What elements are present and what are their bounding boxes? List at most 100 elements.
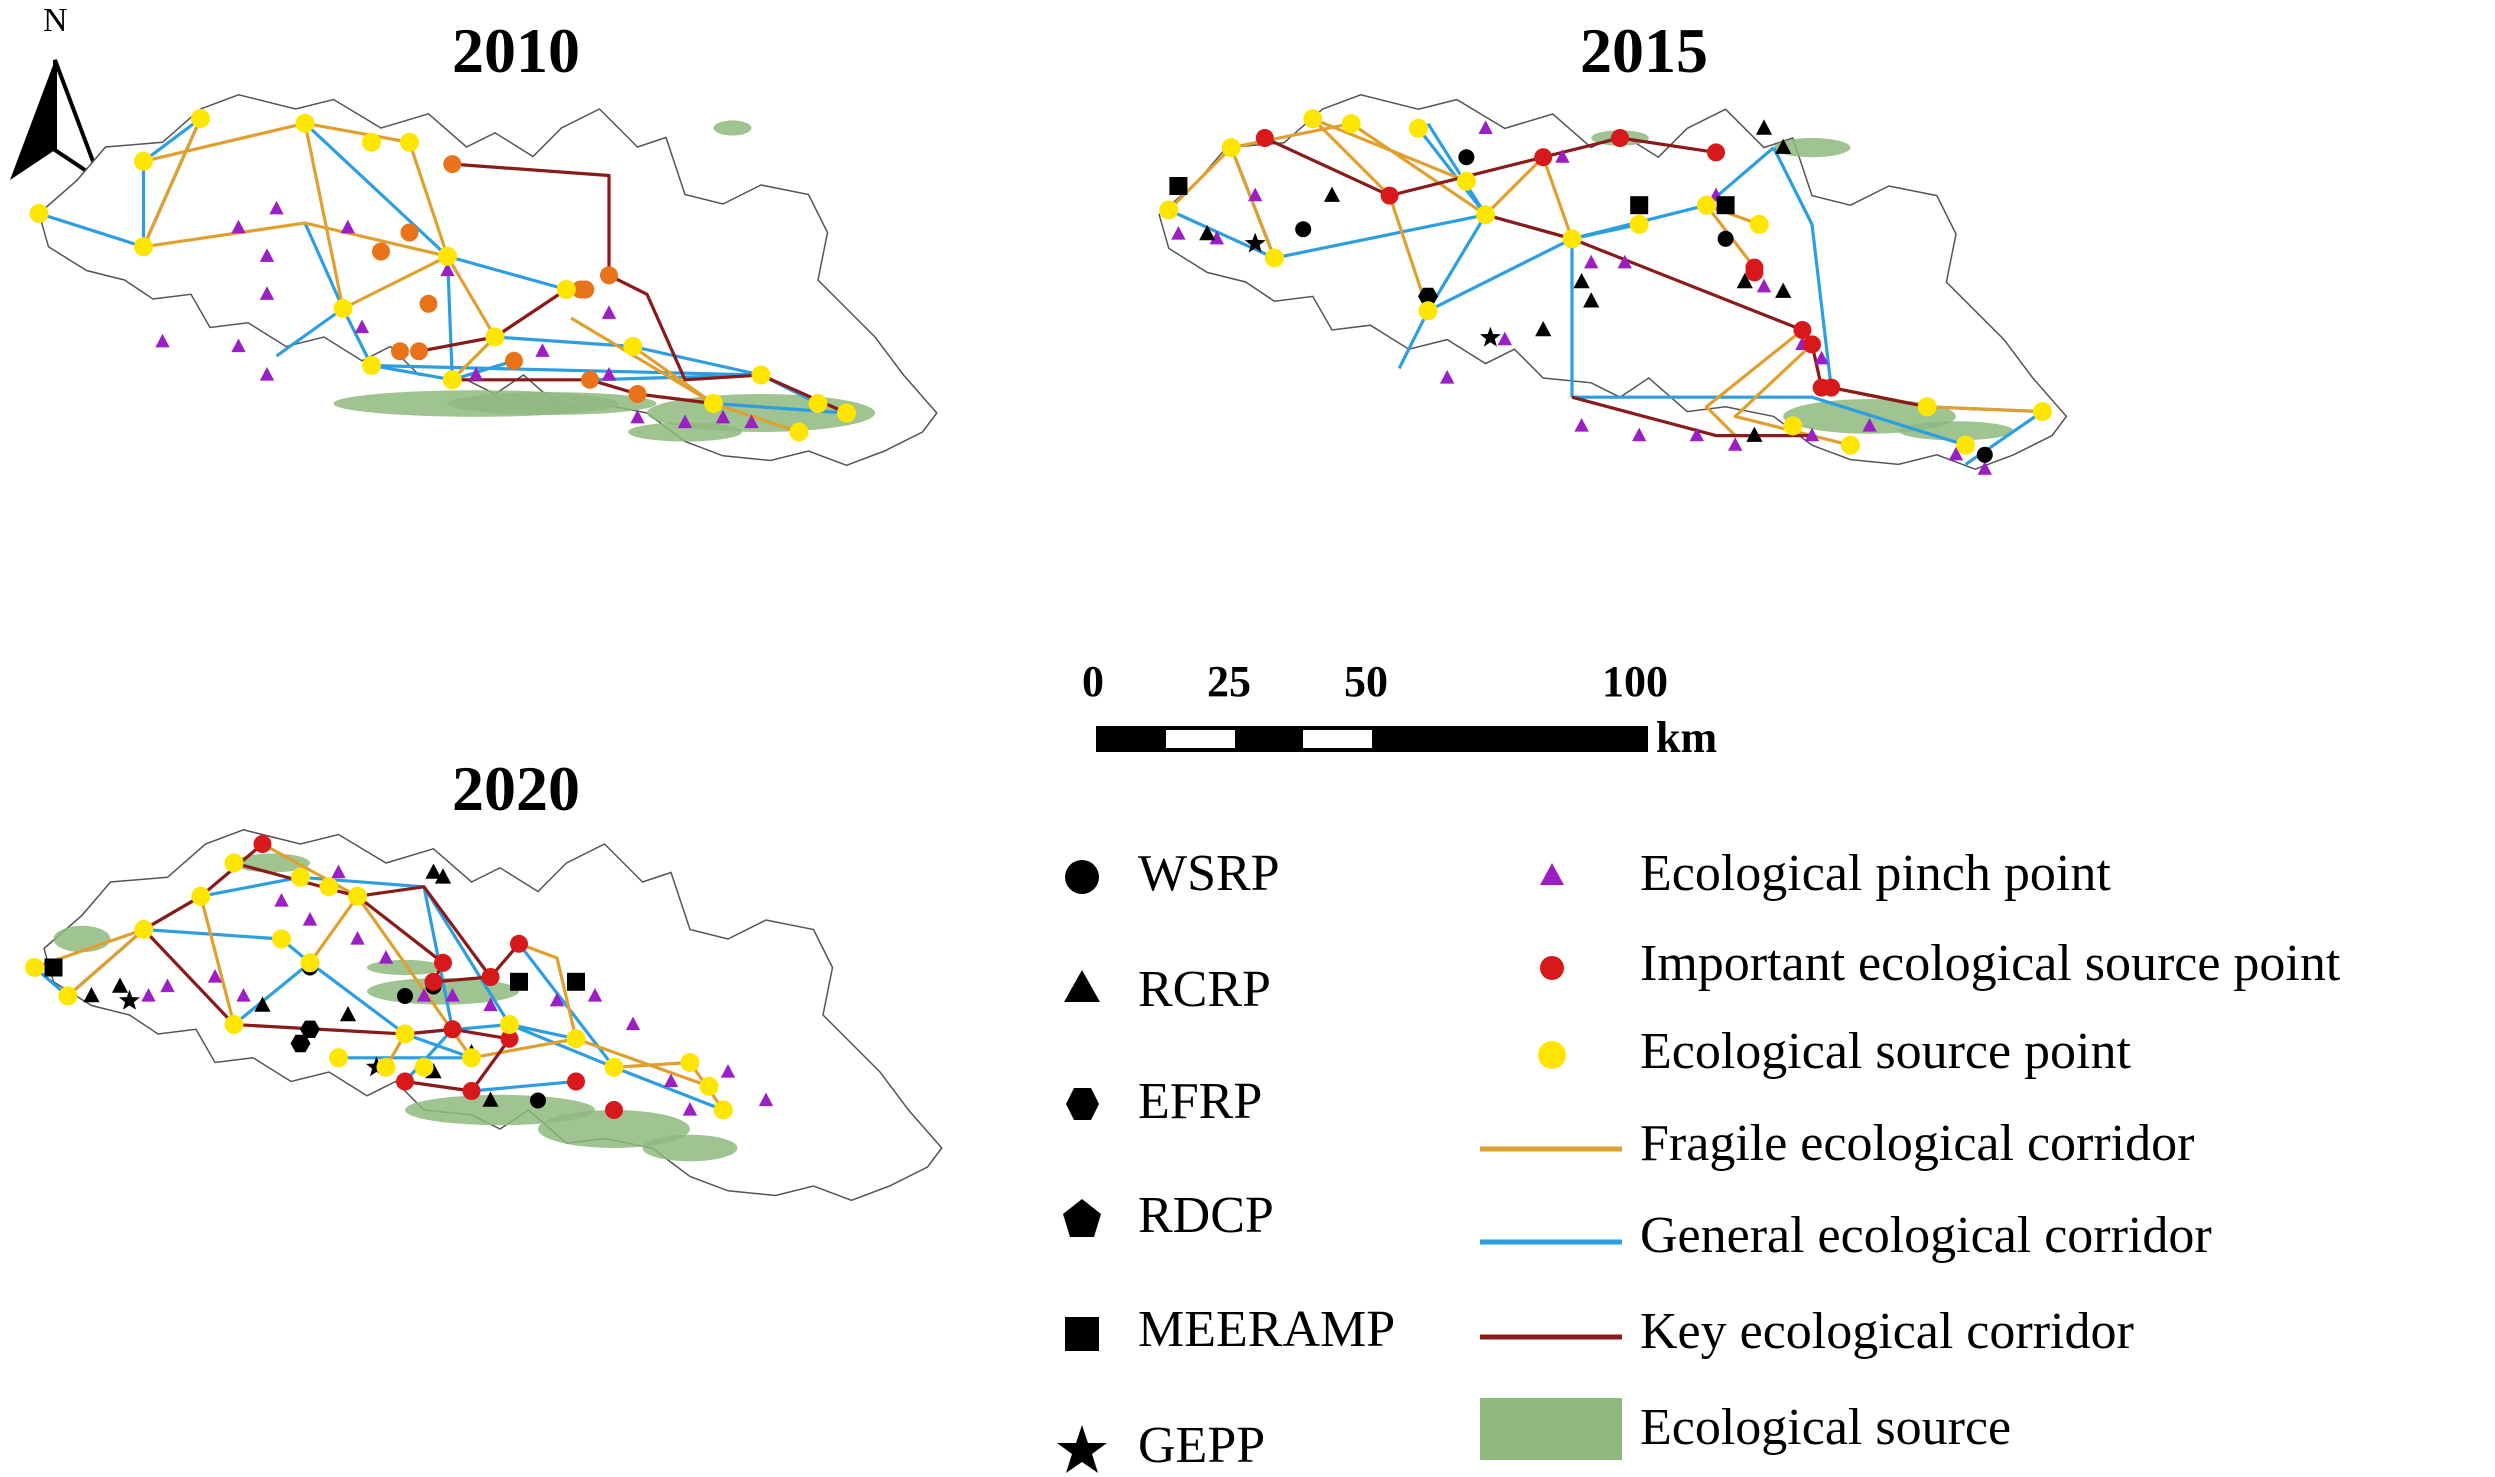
scale-tick-100: 100: [1602, 657, 1668, 706]
important-source-point: [510, 934, 528, 953]
source-point: [300, 953, 320, 973]
important-source-point: [1255, 129, 1274, 147]
pinch-point-marker: [354, 319, 370, 334]
important-source-point: [396, 1072, 414, 1091]
source-point: [1303, 109, 1323, 129]
pinch-point-marker: [340, 219, 355, 234]
pinch-point-marker: [758, 1092, 774, 1107]
pinch-point-marker: [416, 988, 432, 1002]
pinch-point-marker: [1814, 350, 1829, 365]
important-source-point: [576, 280, 595, 299]
important-source-point: [400, 223, 419, 242]
legend-symbols: [1057, 860, 1622, 1473]
pinch-point-marker: [160, 978, 175, 993]
source-point: [25, 958, 44, 977]
source-point: [1749, 214, 1769, 234]
source-point: [319, 877, 339, 897]
source-point: [438, 246, 457, 266]
fragile-corridor: [575, 1037, 710, 1088]
pinch-point-marker: [350, 931, 365, 945]
important-source-point: [1793, 321, 1812, 339]
pinch-point-marker: [155, 333, 170, 348]
rcrp-marker: [482, 1091, 499, 1107]
legend-label-gepp: GEPP: [1138, 1417, 1266, 1474]
star-icon: [1057, 1425, 1107, 1473]
rcrp-marker: [1775, 138, 1792, 154]
scale-tick-25: 25: [1207, 657, 1251, 706]
legend-label-wsrp: WSRP: [1138, 845, 1280, 902]
efrp-marker: [1418, 287, 1438, 306]
ecological-source-patch: [538, 1110, 690, 1148]
general-corridor: [1397, 310, 1430, 370]
scale-tick-0: 0: [1082, 657, 1104, 706]
source-point: [837, 403, 856, 423]
ecological-source-patch: [367, 959, 443, 976]
important-source-point: [372, 242, 390, 261]
pinch-point-marker: [625, 1016, 641, 1031]
rcrp-marker: [254, 996, 271, 1012]
key-corridor: [1571, 395, 1812, 438]
pinch-point-marker: [1574, 418, 1589, 432]
source-point: [808, 394, 828, 413]
circle-icon: [1065, 860, 1099, 894]
source-point: [1956, 435, 1976, 455]
wsrp-marker: [530, 1092, 546, 1109]
important-source-point: [443, 1020, 462, 1039]
source-point: [1341, 114, 1361, 134]
legend-label-important-source: Important ecological source point: [1640, 935, 2341, 992]
ecological-source-patch: [405, 1094, 595, 1126]
rcrp-marker: [1775, 282, 1792, 298]
rcrp-marker: [434, 868, 452, 884]
pinch-point-marker: [535, 343, 550, 357]
source-point: [29, 204, 49, 223]
ecological-source-patch: [53, 925, 111, 953]
important-source-point: [505, 351, 523, 370]
source-point: [1696, 195, 1716, 215]
pinch-point-marker: [231, 338, 246, 353]
pinch-point-marker: [468, 367, 484, 381]
fragile-corridor: [304, 121, 410, 144]
pinch-point-marker: [378, 950, 394, 964]
general-corridor: [1417, 127, 1487, 216]
important-source-point: [1611, 129, 1629, 147]
map-2010: [29, 94, 938, 467]
general-corridor: [38, 117, 202, 249]
general-corridor: [713, 401, 847, 415]
map-2020: [25, 829, 943, 1202]
pinch-point-marker: [141, 988, 156, 1002]
hexagon-icon: [1066, 1088, 1099, 1120]
important-source-point: [605, 1101, 623, 1119]
pinch-point-marker: [1171, 226, 1186, 240]
important-source-point: [391, 342, 409, 361]
legend-label-ecological-source: Ecological source: [1640, 1399, 2012, 1456]
legend-label-meeramp: MEERAMP: [1138, 1301, 1396, 1358]
important-source-point: [410, 342, 428, 361]
source-point: [1159, 200, 1179, 220]
source-point: [500, 1015, 519, 1034]
meeramp-marker: [510, 972, 528, 991]
general-corridor: [1427, 237, 1573, 313]
rcrp-marker: [111, 977, 129, 993]
rcrp-marker: [1583, 292, 1600, 308]
source-point: [623, 337, 643, 356]
source-point: [1917, 397, 1937, 417]
region-boundary: [43, 829, 943, 1202]
pinch-point-marker: [549, 992, 565, 1007]
gepp-marker: [1479, 326, 1501, 347]
map-title-2020: 2020: [452, 753, 580, 824]
source-point: [713, 1100, 733, 1120]
legend-label-general-corridor: General ecological corridor: [1640, 1207, 2212, 1264]
square-icon: [1065, 1317, 1099, 1351]
gepp-marker: [119, 989, 140, 1010]
source-point: [1840, 435, 1860, 455]
fragile-corridor: [518, 942, 578, 1040]
source-point: [462, 1048, 481, 1068]
red-circle-icon: [1540, 956, 1564, 980]
general-corridor: [471, 1079, 577, 1093]
important-source-point: [1803, 335, 1821, 354]
legend-label-rdcp: RDCP: [1138, 1187, 1274, 1244]
pentagon-icon: [1063, 1199, 1101, 1237]
important-source-point: [1707, 143, 1725, 162]
meeramp-marker: [1716, 196, 1735, 215]
